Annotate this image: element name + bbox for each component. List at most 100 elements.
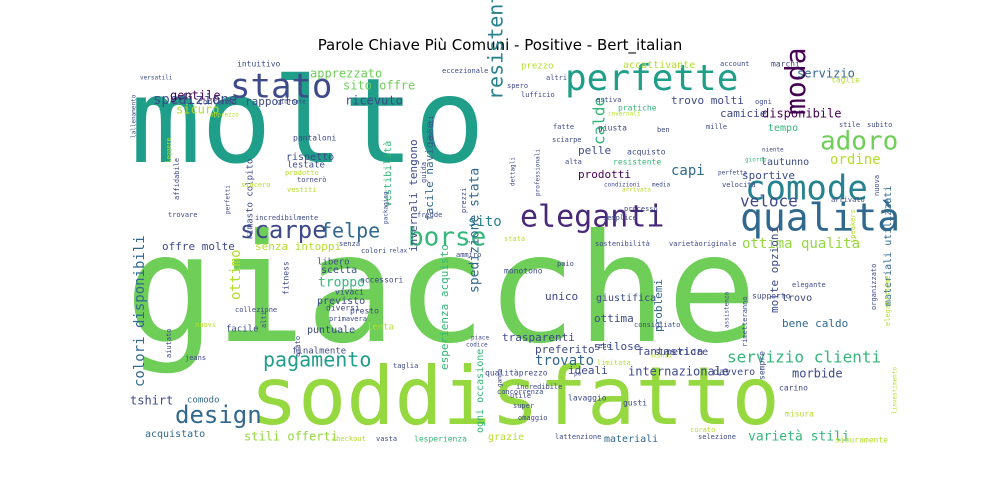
word-71: previsto <box>317 296 365 307</box>
word-56: materiali <box>604 434 658 445</box>
word-122: taglia <box>393 362 418 370</box>
word-13: design <box>175 401 262 429</box>
word-76: lenta <box>367 323 394 333</box>
word-72: scelta <box>321 265 357 276</box>
word-129: alti <box>260 311 268 328</box>
word-141: sneakers <box>849 209 857 243</box>
word-160: perfetti <box>225 185 232 214</box>
word-154: trovare <box>168 211 198 219</box>
word-188: dettagli <box>510 157 517 186</box>
word-194: po <box>574 371 582 378</box>
word-183: condizioni <box>604 182 641 189</box>
word-31: ottimo <box>228 249 244 300</box>
word-172: estiva <box>596 96 621 104</box>
word-138: consigliato <box>634 321 680 329</box>
word-24: calde <box>590 97 609 145</box>
word-184: velocità <box>722 181 756 189</box>
word-67: vestibilità <box>382 141 394 207</box>
word-79: elegante <box>792 281 826 289</box>
word-173: invernali <box>608 111 641 118</box>
word-35: ordine <box>830 152 881 168</box>
word-150: senza <box>339 240 360 248</box>
word-20: rapporto <box>245 95 298 108</box>
word-98: vivaci <box>335 288 364 297</box>
word-116: account <box>720 60 750 68</box>
word-95: ogni occasione <box>475 349 486 433</box>
word-139: rimetteranno <box>741 296 749 347</box>
word-136: concorrenza <box>497 388 543 396</box>
word-29: trovato <box>535 353 594 369</box>
word-166: giornate <box>277 99 306 106</box>
word-140: assistenza <box>724 291 731 328</box>
chart-title: Parole Chiave Più Comuni - Positive - Be… <box>317 36 683 54</box>
word-189: packaging <box>383 191 390 224</box>
word-99: diversi <box>326 304 360 313</box>
word-112: sicuramente <box>835 436 888 445</box>
word-81: supporto <box>752 292 791 301</box>
word-38: pelle <box>578 144 611 157</box>
word-100: accessori <box>360 276 404 285</box>
word-119: stile <box>839 121 860 129</box>
word-182: niente <box>762 147 784 154</box>
word-21: sito offre <box>343 79 415 93</box>
word-93: lestate <box>287 161 325 171</box>
word-65: stilose <box>594 340 640 353</box>
word-96: grazie <box>488 432 524 443</box>
word-73: puntuale <box>307 325 355 336</box>
word-128: nuovi <box>195 321 216 329</box>
word-80: sempre <box>758 351 767 380</box>
word-59: problemi <box>652 279 665 332</box>
word-125: jeans <box>185 354 206 362</box>
word-5: comode <box>745 169 868 209</box>
word-110: lattenzione <box>555 433 601 441</box>
word-107: checkout <box>332 435 366 443</box>
word-17: servizio <box>797 67 855 81</box>
word-170: lufficio <box>521 91 555 99</box>
word-94: esperienza acquisto <box>438 244 451 370</box>
word-133: super <box>513 402 534 410</box>
word-8: borse <box>408 223 486 253</box>
word-54: comodo <box>187 396 220 406</box>
word-44: fantastica <box>637 345 703 358</box>
word-0: molto <box>130 52 485 190</box>
word-42: stili offerti <box>244 430 338 444</box>
word-143: stata <box>504 235 525 243</box>
word-49: facile navigare <box>423 122 436 221</box>
word-63: invernali tengono <box>407 139 420 252</box>
word-77: finalmente <box>292 347 346 357</box>
word-10: felpe <box>320 219 380 243</box>
word-196: linvestimento <box>892 367 899 414</box>
word-82: accattivante <box>623 60 695 71</box>
word-74: facile <box>226 325 259 335</box>
word-111: selezione <box>698 433 736 441</box>
word-14: pagamento <box>263 348 371 372</box>
word-46: offre molte <box>162 240 235 253</box>
word-177: mille <box>706 123 727 131</box>
word-83: prezzo <box>521 62 554 72</box>
word-195: eleganissime <box>884 275 892 326</box>
word-149: relax <box>389 248 407 255</box>
word-145: varietàoriginale <box>669 240 736 248</box>
word-176: alta <box>565 158 582 166</box>
word-22: ricevuto <box>345 94 403 108</box>
word-197: gamma <box>497 369 504 387</box>
word-52: unico <box>545 290 578 303</box>
word-51: sportive <box>742 169 795 182</box>
word-41: varietà stili <box>748 430 850 445</box>
word-48: spedizione stata <box>468 168 483 293</box>
word-117: taglie <box>831 76 860 85</box>
word-181: perfetta <box>718 170 747 177</box>
word-120: arrivato <box>831 196 865 204</box>
word-179: ben <box>657 126 670 134</box>
word-151: fredde <box>417 211 442 219</box>
word-158: prodotto <box>285 169 319 177</box>
word-88: sicuro <box>176 103 219 117</box>
word-114: misura <box>785 410 814 419</box>
word-137: reso <box>594 342 611 350</box>
word-11: moda <box>779 48 812 115</box>
word-57: molte opzioni <box>768 227 781 313</box>
word-30: sito <box>468 214 502 230</box>
word-19: gentile <box>170 89 221 103</box>
word-89: intuitivo <box>237 60 281 69</box>
